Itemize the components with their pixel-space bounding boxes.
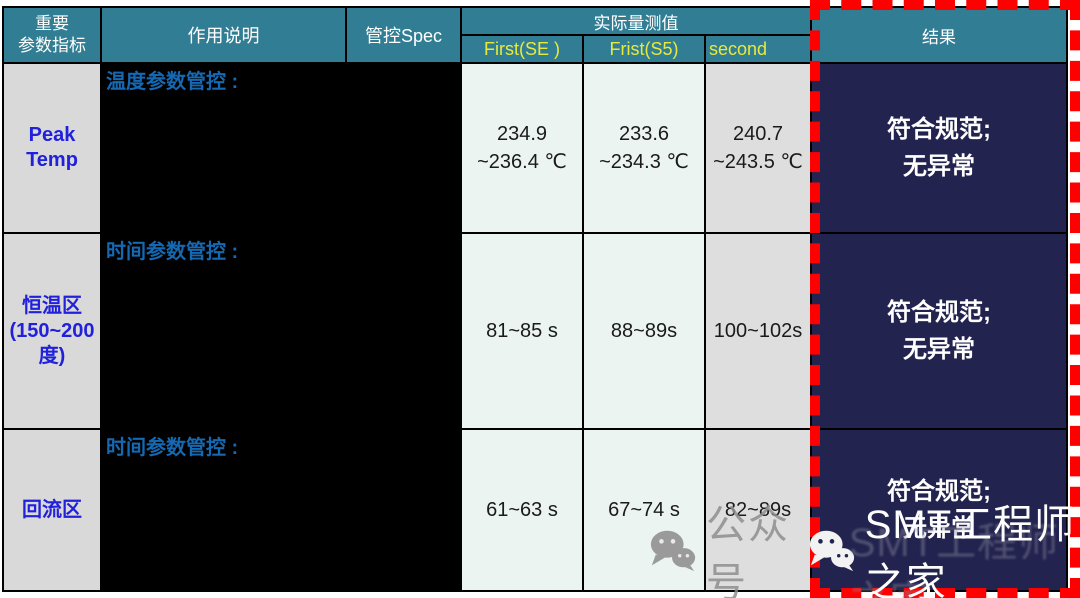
parameter-table: 重要 参数指标 作用说明 管控Spec 实际量测值 First(SE ) Fri… bbox=[2, 6, 1068, 592]
measured-value: 100~102s bbox=[706, 234, 810, 428]
row-label-peak-temp: Peak Temp bbox=[4, 64, 100, 232]
header-cell-spec: 管控Spec bbox=[347, 8, 460, 62]
result-cell: 符合规范; 无异常 bbox=[812, 64, 1066, 232]
measured-value: 61~63 s bbox=[462, 430, 582, 590]
spec-cell-redacted bbox=[347, 430, 460, 590]
result-cell: 符合规范; 无异常 bbox=[812, 430, 1066, 590]
header-cell-result: 结果 bbox=[812, 8, 1066, 62]
row-label-soak-zone: 恒温区 (150~200 度) bbox=[4, 234, 100, 428]
description-cell-redacted: 时间参数管控 : bbox=[102, 234, 345, 428]
subheader-second: second bbox=[706, 36, 810, 62]
spec-cell-redacted bbox=[347, 64, 460, 232]
subheader-frist-s5: Frist(S5) bbox=[584, 36, 704, 62]
measured-value: 67~74 s bbox=[584, 430, 704, 590]
row-label-reflow-zone: 回流区 bbox=[4, 430, 100, 590]
spec-cell-redacted bbox=[347, 234, 460, 428]
description-cell-redacted: 时间参数管控 : bbox=[102, 430, 345, 590]
subheader-first-se: First(SE ) bbox=[462, 36, 582, 62]
measured-value: 234.9 ~236.4 ℃ bbox=[462, 64, 582, 232]
header-cell-param: 重要 参数指标 bbox=[4, 8, 100, 62]
header-cell-description: 作用说明 bbox=[102, 8, 345, 62]
result-cell: 符合规范; 无异常 bbox=[812, 234, 1066, 428]
description-cell-redacted: 温度参数管控 : bbox=[102, 64, 345, 232]
measured-value: 82~89s bbox=[706, 430, 810, 590]
measured-value: 81~85 s bbox=[462, 234, 582, 428]
measured-value: 240.7 ~243.5 ℃ bbox=[706, 64, 810, 232]
header-cell-measured: 实际量测值 bbox=[462, 8, 810, 34]
measured-value: 88~89s bbox=[584, 234, 704, 428]
measured-value: 233.6 ~234.3 ℃ bbox=[584, 64, 704, 232]
